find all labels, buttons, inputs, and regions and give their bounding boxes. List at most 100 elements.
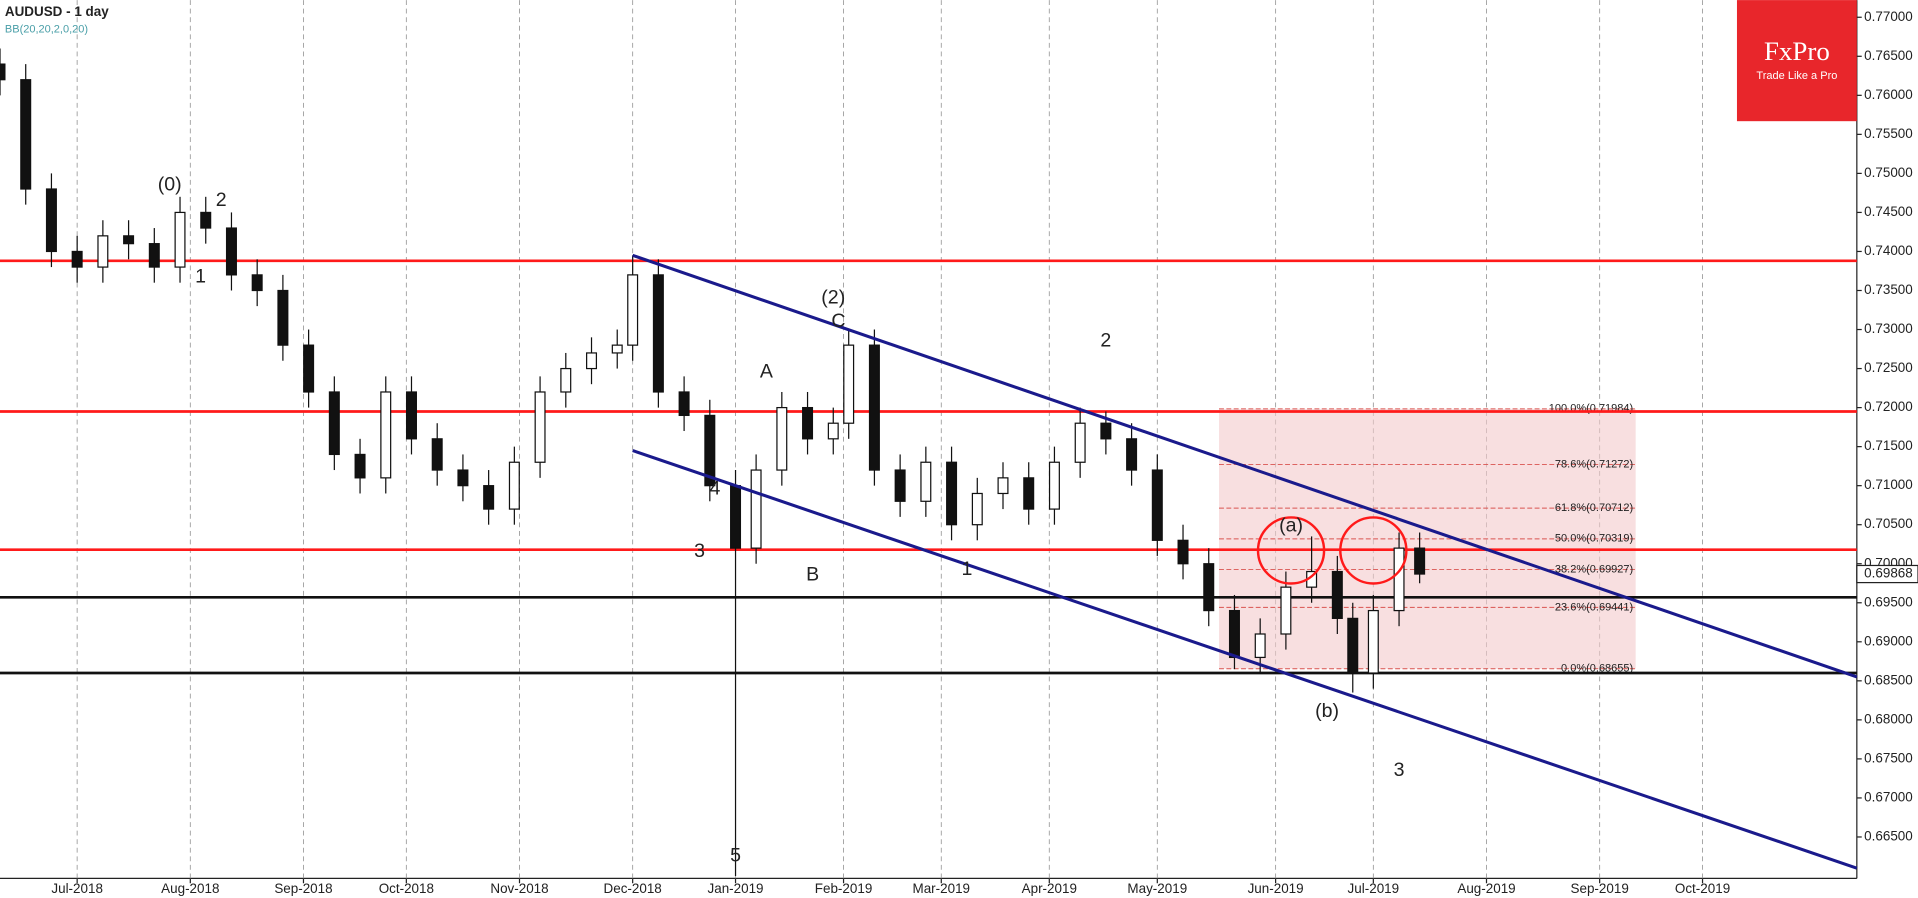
x-tick-label: Jul-2019 <box>1348 881 1400 896</box>
wave-label: 3 <box>694 540 705 562</box>
fib-label: 100.0%(0.71984) <box>1549 403 1633 415</box>
candle-body <box>627 274 639 346</box>
wave-label: 3 <box>1394 759 1405 781</box>
candle-body <box>827 422 839 440</box>
candle-body <box>251 274 263 292</box>
wave-label: B <box>806 564 819 586</box>
y-tick-label: 0.74500 <box>1864 204 1913 219</box>
candle-body <box>200 211 212 229</box>
wave-label: 1 <box>962 558 973 580</box>
y-tick-label: 0.66500 <box>1864 829 1913 844</box>
logo: FxPro <box>1764 36 1830 66</box>
last-price-tag <box>1856 564 1918 584</box>
wave-label: (a) <box>1279 514 1303 536</box>
candle-body <box>1023 477 1035 510</box>
candle-body <box>1393 547 1405 612</box>
x-tick-label: May-2019 <box>1127 881 1187 896</box>
y-tick-label: 0.73000 <box>1864 321 1913 336</box>
candle-body <box>802 406 814 440</box>
fib-label: 38.2%(0.69927) <box>1555 563 1633 575</box>
candle-body <box>431 438 443 471</box>
x-tick-label: Jul-2018 <box>51 881 103 896</box>
candle-body <box>678 391 690 417</box>
candle-body <box>405 391 417 440</box>
wave-label: 2 <box>216 189 227 211</box>
candle-body <box>1347 617 1359 674</box>
candle-body <box>508 461 520 510</box>
y-tick-label: 0.76000 <box>1864 87 1913 102</box>
candle-body <box>894 469 906 502</box>
y-tick-label: 0.75000 <box>1864 165 1913 180</box>
chart-title: AUDUSD - 1 day <box>5 4 109 19</box>
x-tick-label: Sep-2019 <box>1571 881 1629 896</box>
candle-body <box>534 391 546 463</box>
candle-body <box>611 344 623 354</box>
candle-body <box>946 461 958 526</box>
candle-body <box>303 344 315 393</box>
wave-label: (2) <box>821 286 845 308</box>
x-tick-label: Nov-2018 <box>490 881 548 896</box>
candle-body <box>71 250 83 268</box>
fib-label: 78.6%(0.71272) <box>1555 458 1633 470</box>
wave-label: 1 <box>195 265 206 287</box>
candle-body <box>225 227 237 276</box>
x-tick-label: Aug-2018 <box>161 881 219 896</box>
channel-line <box>632 253 1858 679</box>
candle-body <box>174 211 186 268</box>
candle-body <box>843 344 855 424</box>
candle-body <box>750 469 762 549</box>
candle-body <box>1151 469 1163 541</box>
highlight-circle <box>1256 516 1326 585</box>
candle-body <box>776 406 788 471</box>
x-tick-label: Mar-2019 <box>913 881 971 896</box>
candle-body <box>1048 461 1060 510</box>
candle-body <box>380 391 392 479</box>
x-tick-label: Oct-2019 <box>1675 881 1730 896</box>
fib-label: 61.8%(0.70712) <box>1555 502 1633 514</box>
candle-body <box>1126 438 1138 471</box>
y-tick-label: 0.73500 <box>1864 282 1913 297</box>
candle-body <box>483 485 495 510</box>
y-tick-label: 0.74000 <box>1864 243 1913 258</box>
x-tick-label: Apr-2019 <box>1022 881 1077 896</box>
candle-body <box>704 414 716 487</box>
candle-body <box>868 344 880 471</box>
candle-body <box>560 367 572 393</box>
y-tick-label: 0.71000 <box>1864 477 1913 492</box>
x-tick-label: Sep-2018 <box>274 881 332 896</box>
x-tick-label: Jun-2019 <box>1248 881 1304 896</box>
y-tick-label: 0.72000 <box>1864 399 1913 414</box>
candle-body <box>586 352 598 370</box>
tagline: Trade Like a Pro <box>1756 70 1837 82</box>
wave-label: (0) <box>158 173 182 195</box>
last-price-label: 0.69868 <box>1864 566 1913 581</box>
wave-label: (b) <box>1315 700 1339 722</box>
candle-body <box>1254 633 1266 659</box>
y-tick-label: 0.68500 <box>1864 672 1913 687</box>
y-tick-label: 0.72500 <box>1864 360 1913 375</box>
candle-body <box>652 274 664 393</box>
fib-label: 23.6%(0.69441) <box>1555 601 1633 613</box>
wave-label: 4 <box>710 478 721 500</box>
candle-body <box>1280 586 1292 635</box>
candle-body <box>354 453 366 479</box>
candle-body <box>148 243 160 268</box>
x-tick-label: Oct-2018 <box>379 881 434 896</box>
logo-box <box>1736 0 1857 122</box>
x-tick-label: Jan-2019 <box>708 881 764 896</box>
candle-body <box>971 492 983 526</box>
candle-body <box>20 79 32 190</box>
candle-body <box>1228 609 1240 659</box>
candle-body <box>1414 547 1426 575</box>
candle-body <box>328 391 340 456</box>
candle-body <box>1100 422 1112 440</box>
candle-body <box>1203 563 1215 612</box>
wave-label: A <box>760 361 774 383</box>
candle-body <box>730 485 742 549</box>
candle-body <box>457 469 469 487</box>
plot-area: 100.0%(0.71984) 78.6%(0.71272) 61.8%(0.707… <box>0 0 1858 879</box>
candle-body <box>1074 422 1086 463</box>
candle-body <box>123 235 135 245</box>
y-tick-label: 0.67000 <box>1864 789 1913 804</box>
indicator-label: BB(20,20,2,0,20) <box>5 23 88 35</box>
